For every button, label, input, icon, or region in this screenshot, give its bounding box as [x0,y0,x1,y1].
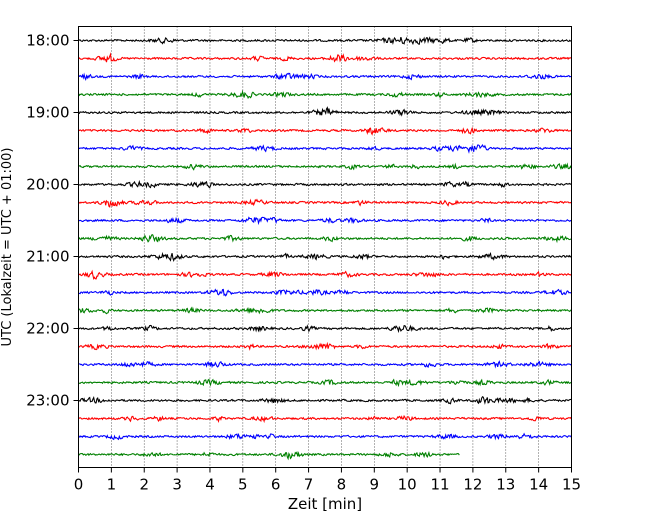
seismic-traces [78,36,572,461]
seismic-trace [78,216,572,226]
seismic-trace [78,360,572,369]
y-tick-label: 23:00 [26,392,69,410]
y-axis-label: UTC (Lokalzeit = UTC + 01:00) [0,148,15,347]
x-tick-label: 0 [74,476,84,494]
seismic-trace [78,72,572,82]
seismic-trace [78,414,572,424]
seismic-trace [78,52,572,63]
y-tick-label: 20:00 [26,176,69,194]
seismic-trace [78,89,572,100]
seismic-trace [78,341,572,351]
seismic-trace [78,432,572,441]
seismic-trace [78,324,572,334]
seismic-trace [78,198,572,208]
y-tick-label: 21:00 [26,248,69,266]
x-tick-label: 7 [304,476,314,494]
x-tick-label: 10 [398,476,417,494]
seismic-trace [78,126,572,136]
x-tick-label: 8 [337,476,347,494]
seismic-trace [78,251,572,262]
x-tick-label: 12 [463,476,482,494]
seismic-trace [78,396,572,405]
seismic-trace [78,36,572,46]
seismic-trace [78,162,572,171]
x-tick-label: 13 [496,476,515,494]
x-tick-label: 15 [562,476,581,494]
seismic-trace [78,378,572,388]
x-tick-label: 6 [271,476,281,494]
x-tick-label: 14 [529,476,548,494]
seismic-trace [78,144,572,154]
seismic-trace [78,288,572,297]
seismic-trace [78,269,572,281]
seismic-trace [78,106,572,117]
x-tick-label: 1 [107,476,117,494]
seismic-trace [78,179,572,189]
seismic-trace [78,233,572,244]
x-axis: 0 1 2 3 4 5 6 7 8 9 10 11 12 13 14 15 [74,467,581,494]
x-tick-label: 4 [205,476,215,494]
x-tick-label: 2 [139,476,149,494]
y-tick-label: 22:00 [26,320,69,338]
y-axis: 18:00 19:00 20:00 21:00 22:00 23:00 [26,32,79,410]
plot-frame [78,26,572,468]
x-axis-label: Zeit [min] [288,495,362,513]
seismic-trace [78,450,460,461]
x-tick-label: 5 [238,476,248,494]
x-tick-label: 9 [370,476,380,494]
x-tick-label: 3 [172,476,182,494]
y-tick-label: 18:00 [26,32,69,50]
seismic-trace [78,306,572,315]
y-tick-label: 19:00 [26,104,69,122]
x-tick-label: 11 [430,476,449,494]
